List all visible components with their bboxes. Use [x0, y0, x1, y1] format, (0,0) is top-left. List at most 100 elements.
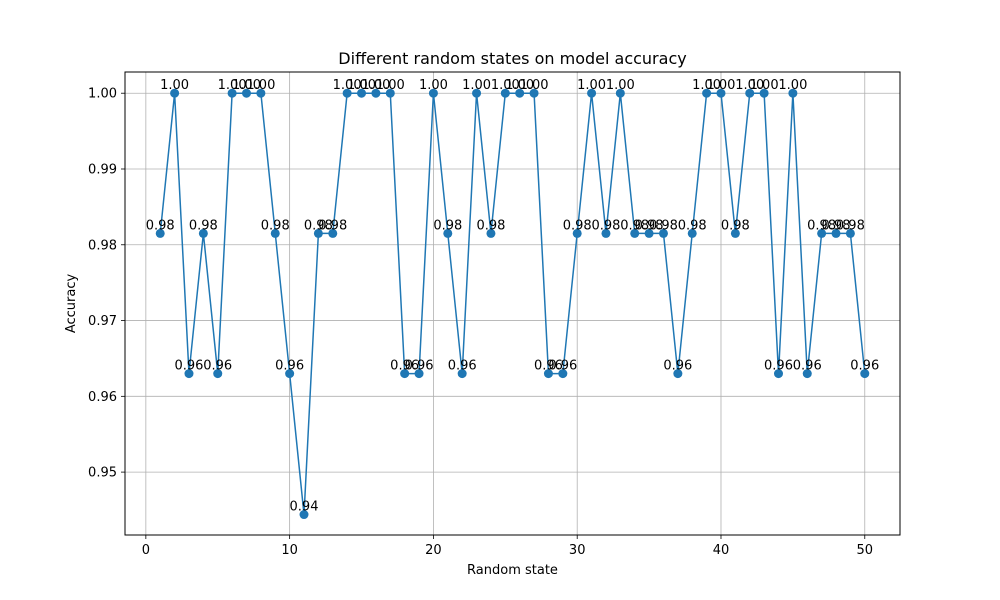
- data-label: 0.96: [534, 359, 563, 374]
- data-label: 0.98: [635, 218, 664, 233]
- data-point: [658, 228, 668, 238]
- data-label: 0.96: [764, 359, 793, 374]
- data-point: [831, 228, 841, 238]
- data-label: 1.00: [505, 78, 534, 93]
- data-label: 0.98: [563, 218, 592, 233]
- data-point: [817, 228, 827, 238]
- data-point: [385, 88, 395, 98]
- data-point: [285, 369, 295, 379]
- y-axis-ticks: 0.95 0.96 0.97 0.98 0.99 1.00: [88, 87, 125, 481]
- data-point: [716, 88, 726, 98]
- data-point: [328, 228, 338, 238]
- data-label: 0.96: [175, 359, 204, 374]
- x-tick-label: 10: [281, 543, 298, 558]
- data-label: 0.98: [189, 218, 218, 233]
- data-point: [572, 228, 582, 238]
- data-label: 0.98: [807, 218, 836, 233]
- data-label: 1.00: [246, 78, 275, 93]
- data-point: [759, 88, 769, 98]
- data-point: [515, 88, 525, 98]
- y-tick-label: 0.98: [88, 238, 117, 253]
- data-point: [630, 228, 640, 238]
- x-tick-label: 30: [569, 543, 586, 558]
- data-point: [342, 88, 352, 98]
- grid: [125, 72, 900, 535]
- y-axis-label: Accuracy: [64, 274, 79, 334]
- x-tick-label: 40: [713, 543, 730, 558]
- data-point: [241, 88, 251, 98]
- data-point: [198, 228, 208, 238]
- data-label: 0.98: [318, 218, 347, 233]
- data-point: [428, 88, 438, 98]
- data-label: 1.00: [347, 78, 376, 93]
- data-label: 0.96: [203, 359, 232, 374]
- data-point: [357, 88, 367, 98]
- data-label: 1.00: [692, 78, 721, 93]
- data-label: 1.00: [361, 78, 390, 93]
- data-label: 0.98: [721, 218, 750, 233]
- data-label: 1.00: [419, 78, 448, 93]
- x-tick-label: 0: [142, 543, 150, 558]
- data-point: [587, 88, 597, 98]
- data-point: [615, 88, 625, 98]
- data-point: [601, 228, 611, 238]
- data-point: [457, 369, 467, 379]
- x-tick-label: 20: [425, 543, 442, 558]
- data-label: 0.98: [678, 218, 707, 233]
- data-label: 1.00: [520, 78, 549, 93]
- data-point: [845, 228, 855, 238]
- data-point: [213, 369, 223, 379]
- data-point: [371, 88, 381, 98]
- data-point: [802, 369, 812, 379]
- data-label: 0.96: [390, 359, 419, 374]
- y-tick-label: 0.95: [88, 466, 117, 481]
- data-labels: 0.981.000.960.980.961.001.001.000.980.96…: [146, 78, 879, 514]
- data-point: [313, 228, 323, 238]
- data-label: 0.96: [448, 359, 477, 374]
- x-axis-ticks: 0 10 20 30 40 50: [142, 535, 873, 558]
- data-point: [687, 228, 697, 238]
- data-point: [673, 369, 683, 379]
- data-label: 0.96: [405, 359, 434, 374]
- data-point: [472, 88, 482, 98]
- data-label: 0.96: [663, 359, 692, 374]
- chart-title: Different random states on model accurac…: [338, 49, 686, 68]
- data-point: [543, 369, 553, 379]
- series-layer: [155, 88, 870, 520]
- data-label: 0.98: [304, 218, 333, 233]
- data-point: [500, 88, 510, 98]
- data-point: [486, 228, 496, 238]
- data-point: [529, 88, 539, 98]
- data-point: [270, 228, 280, 238]
- data-label: 0.98: [476, 218, 505, 233]
- data-point: [170, 88, 180, 98]
- data-point: [299, 510, 309, 520]
- x-tick-label: 50: [856, 543, 873, 558]
- plot-frame: [124, 71, 901, 536]
- y-tick-label: 0.97: [88, 314, 117, 329]
- y-tick-label: 0.96: [88, 390, 117, 405]
- data-label: 1.00: [462, 78, 491, 93]
- y-tick-label: 1.00: [88, 87, 117, 102]
- data-point: [730, 228, 740, 238]
- data-label: 0.96: [548, 359, 577, 374]
- data-label: 1.00: [750, 78, 779, 93]
- data-label: 0.98: [146, 218, 175, 233]
- y-tick-label: 0.99: [88, 162, 117, 177]
- data-point: [400, 369, 410, 379]
- data-point: [558, 369, 568, 379]
- data-point: [414, 369, 424, 379]
- data-point: [227, 88, 237, 98]
- data-label: 1.00: [376, 78, 405, 93]
- data-point: [774, 369, 784, 379]
- data-label: 1.00: [333, 78, 362, 93]
- x-axis-label: Random state: [467, 563, 558, 578]
- data-point: [644, 228, 654, 238]
- data-label: 1.00: [735, 78, 764, 93]
- data-label: 0.96: [793, 359, 822, 374]
- data-label: 1.00: [707, 78, 736, 93]
- data-label: 0.98: [620, 218, 649, 233]
